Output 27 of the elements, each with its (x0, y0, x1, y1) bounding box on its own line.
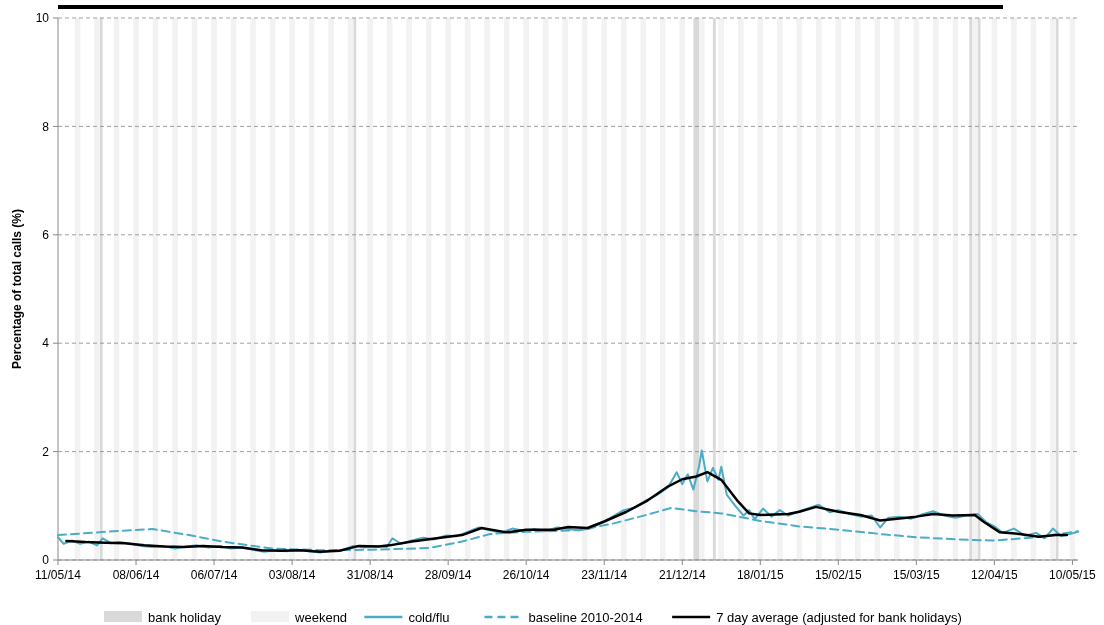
x-tick-label: 21/12/14 (658, 568, 706, 582)
x-tick-label: 10/05/15 (1049, 568, 1097, 582)
y-tick-label: 6 (42, 228, 50, 242)
y-tick-label: 2 (42, 444, 50, 459)
legend-label: baseline 2010-2014 (528, 609, 643, 625)
x-tick-label: 18/01/15 (736, 568, 784, 582)
legend-label: cold/flu (408, 609, 450, 625)
x-tick-label: 08/06/14 (112, 568, 160, 582)
y-tick-label: 0 (42, 553, 50, 568)
x-tick-label: 31/08/14 (346, 568, 394, 582)
x-tick-label: 06/07/14 (190, 568, 238, 582)
x-tick-label: 15/02/15 (814, 568, 863, 582)
x-tick-label: 11/05/14 (35, 568, 82, 582)
y-tick-label: 8 (42, 119, 50, 134)
line-series (65, 470, 1069, 554)
y-tick-label: 10 (35, 11, 50, 26)
x-tick-label: 23/11/14 (581, 568, 628, 582)
x-tick-label: 15/03/15 (893, 568, 941, 582)
legend-label: weekend (294, 609, 348, 625)
legend-label: bank holiday (147, 609, 222, 625)
legend-label: 7 day average (adjusted for bank holidays) (716, 609, 962, 625)
x-tick-label: 12/04/15 (971, 568, 1019, 582)
x-tick-label: 26/10/14 (502, 568, 550, 582)
x-tick-label: 03/08/14 (268, 568, 316, 582)
x-tick-label: 28/09/14 (424, 568, 472, 582)
y-axis-title: Percentage of total calls (%) (10, 208, 24, 370)
y-tick-label: 4 (42, 336, 50, 351)
